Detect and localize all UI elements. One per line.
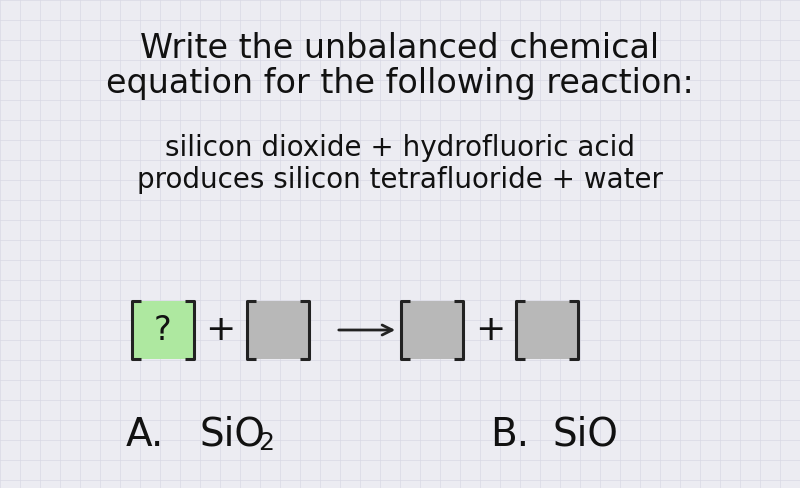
Text: +: + — [205, 313, 235, 347]
Text: Write the unbalanced chemical: Write the unbalanced chemical — [141, 32, 659, 64]
Text: silicon dioxide + hydrofluoric acid: silicon dioxide + hydrofluoric acid — [165, 134, 635, 162]
Text: SiO: SiO — [552, 416, 618, 454]
Text: ?: ? — [154, 313, 172, 346]
Bar — [247, 301, 309, 359]
Bar — [132, 301, 194, 359]
Text: B.: B. — [490, 416, 530, 454]
Text: produces silicon tetrafluoride + water: produces silicon tetrafluoride + water — [137, 166, 663, 194]
Text: 2: 2 — [258, 431, 274, 455]
Text: +: + — [475, 313, 505, 347]
Text: equation for the following reaction:: equation for the following reaction: — [106, 66, 694, 100]
Text: SiO: SiO — [200, 416, 266, 454]
Bar — [516, 301, 578, 359]
Bar — [401, 301, 463, 359]
Text: A.: A. — [126, 416, 164, 454]
